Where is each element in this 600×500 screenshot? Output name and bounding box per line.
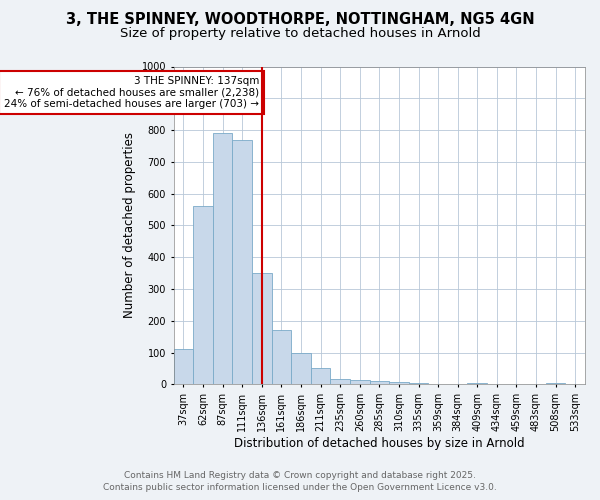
Bar [546, 383, 565, 384]
Bar [173, 350, 193, 384]
Text: Size of property relative to detached houses in Arnold: Size of property relative to detached ho… [119, 28, 481, 40]
Bar [389, 382, 409, 384]
Bar [252, 273, 272, 384]
Text: 3, THE SPINNEY, WOODTHORPE, NOTTINGHAM, NG5 4GN: 3, THE SPINNEY, WOODTHORPE, NOTTINGHAM, … [65, 12, 535, 28]
Bar [370, 382, 389, 384]
Bar [311, 368, 331, 384]
Bar [467, 383, 487, 384]
Bar [232, 140, 252, 384]
X-axis label: Distribution of detached houses by size in Arnold: Distribution of detached houses by size … [234, 437, 524, 450]
Bar [331, 378, 350, 384]
Text: Contains HM Land Registry data © Crown copyright and database right 2025.
Contai: Contains HM Land Registry data © Crown c… [103, 471, 497, 492]
Bar [291, 352, 311, 384]
Bar [213, 134, 232, 384]
Bar [272, 330, 291, 384]
Bar [409, 383, 428, 384]
Y-axis label: Number of detached properties: Number of detached properties [123, 132, 136, 318]
Bar [193, 206, 213, 384]
Text: 3 THE SPINNEY: 137sqm
← 76% of detached houses are smaller (2,238)
24% of semi-d: 3 THE SPINNEY: 137sqm ← 76% of detached … [4, 76, 259, 109]
Bar [350, 380, 370, 384]
